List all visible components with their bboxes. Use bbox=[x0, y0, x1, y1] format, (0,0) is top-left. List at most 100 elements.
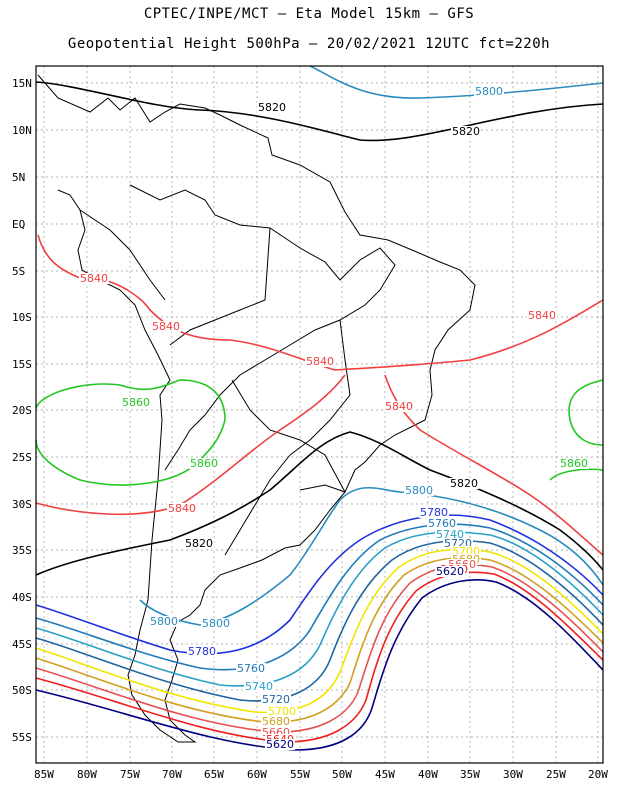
contour-label-5800: 5800 bbox=[475, 85, 503, 98]
contour-label-bg bbox=[404, 485, 434, 496]
contour-label-bg bbox=[427, 518, 457, 529]
contour-label-bg bbox=[236, 663, 266, 674]
contour-label-5840: 5840 bbox=[80, 272, 108, 285]
coastline bbox=[37, 74, 476, 743]
title-line-2: Geopotential Height 500hPa – 20/02/2021 … bbox=[67, 36, 551, 52]
contour-label-bg bbox=[435, 529, 465, 540]
contour-label-bg bbox=[305, 356, 335, 367]
contour-label-bg bbox=[189, 458, 219, 469]
contour-label-5760: 5760 bbox=[237, 662, 265, 675]
contour-5780 bbox=[35, 514, 604, 655]
contour-label-5760: 5760 bbox=[428, 517, 456, 530]
contour-label-bg bbox=[265, 739, 295, 750]
contour-label-5800: 5800 bbox=[202, 617, 230, 630]
contour-label-bg bbox=[184, 538, 214, 549]
lat-label: 5S bbox=[12, 265, 25, 278]
lon-label: 80W bbox=[77, 768, 97, 781]
contour-5640 bbox=[35, 571, 604, 743]
lat-label: 30S bbox=[12, 498, 32, 511]
contour-5760 bbox=[35, 523, 604, 671]
contour-label-5740: 5740 bbox=[436, 528, 464, 541]
longitude-labels: 85W 80W 75W 70W 65W 60W 55W 50W 45W 40W 35W 30W 25W 2… bbox=[34, 768, 608, 781]
contour-labels: 5820 5820 5800 5840 5840 5840 5840 5840 5840 5860… bbox=[79, 85, 589, 751]
lon-label: 65W bbox=[204, 768, 224, 781]
lon-label: 40W bbox=[418, 768, 438, 781]
contour-label-5860: 5860 bbox=[560, 457, 588, 470]
contour-label-bg bbox=[384, 401, 414, 412]
lon-label: 50W bbox=[332, 768, 352, 781]
contour-label-5820: 5820 bbox=[185, 537, 213, 550]
contour-label-5620: 5620 bbox=[436, 565, 464, 578]
lat-label: 45S bbox=[12, 638, 32, 651]
contour-label-bg bbox=[201, 618, 231, 629]
contour-label-bg bbox=[149, 616, 179, 627]
lat-label: 50S bbox=[12, 684, 32, 697]
contour-label-5680: 5680 bbox=[262, 715, 290, 728]
title-line-1: CPTEC/INPE/MCT – Eta Model 15km – GFS bbox=[143, 6, 475, 22]
contour-label-bg bbox=[449, 478, 479, 489]
contour-label-bg bbox=[559, 458, 589, 469]
contour-label-5800: 5800 bbox=[405, 484, 433, 497]
lon-label: 75W bbox=[120, 768, 140, 781]
contour-5820 bbox=[35, 81, 604, 142]
contour-5620 bbox=[35, 579, 604, 751]
contour-label-bg bbox=[443, 538, 473, 549]
lon-label: 60W bbox=[247, 768, 267, 781]
contour-5840 bbox=[37, 234, 604, 371]
lat-label: 15N bbox=[12, 77, 32, 90]
contour-label-bg bbox=[121, 397, 151, 408]
contour-5740 bbox=[35, 531, 604, 687]
contour-label-5860: 5860 bbox=[122, 396, 150, 409]
contour-label-5840: 5840 bbox=[168, 502, 196, 515]
contour-label-5820: 5820 bbox=[258, 101, 286, 114]
contour-5860 bbox=[549, 379, 604, 481]
contour-label-5820: 5820 bbox=[450, 477, 478, 490]
contour-label-5720: 5720 bbox=[262, 693, 290, 706]
contour-5800 bbox=[309, 65, 604, 99]
contour-label-5840: 5840 bbox=[385, 400, 413, 413]
contour-label-5700: 5700 bbox=[268, 705, 296, 718]
contour-label-bg bbox=[267, 706, 297, 717]
contour-label-bg bbox=[527, 310, 557, 321]
lat-label: EQ bbox=[12, 218, 25, 231]
lat-label: 10S bbox=[12, 311, 32, 324]
lon-label: 30W bbox=[503, 768, 523, 781]
contour-label-bg bbox=[151, 321, 181, 332]
contour-5660 bbox=[35, 563, 604, 733]
contour-label-bg bbox=[451, 126, 481, 137]
contour-label-bg bbox=[257, 102, 287, 113]
grid-lines bbox=[36, 66, 603, 763]
lon-label: 85W bbox=[34, 768, 54, 781]
contour-label-5840: 5840 bbox=[152, 320, 180, 333]
contour-label-5780: 5780 bbox=[188, 645, 216, 658]
contour-label-5840: 5840 bbox=[306, 355, 334, 368]
lat-label: 10N bbox=[12, 124, 32, 137]
contour-5680 bbox=[35, 556, 604, 723]
lat-label: 55S bbox=[12, 731, 32, 744]
contour-5820 bbox=[35, 431, 604, 576]
lon-label: 25W bbox=[546, 768, 566, 781]
contour-5840 bbox=[35, 374, 604, 556]
contour-label-bg bbox=[167, 503, 197, 514]
lat-label: 15S bbox=[12, 358, 32, 371]
contour-5720 bbox=[35, 539, 604, 702]
lon-label: 20W bbox=[588, 768, 608, 781]
lat-label: 5N bbox=[12, 171, 25, 184]
contour-label-bg bbox=[419, 507, 449, 518]
latitude-labels: 15N 10N 5N EQ 5S 10S 15S 20S 25S 30S 35S 40S 45S 50S 5… bbox=[12, 77, 32, 744]
contour-5860 bbox=[35, 379, 226, 486]
contour-label-5780: 5780 bbox=[420, 506, 448, 519]
contour-label-bg bbox=[261, 727, 291, 738]
contour-label-5740: 5740 bbox=[245, 680, 273, 693]
contour-label-bg bbox=[244, 681, 274, 692]
lat-label: 20S bbox=[12, 404, 32, 417]
lat-label: 40S bbox=[12, 591, 32, 604]
lat-label: 35S bbox=[12, 544, 32, 557]
contour-5700 bbox=[35, 548, 604, 714]
contour-label-bg bbox=[435, 566, 465, 577]
contour-label-5860: 5860 bbox=[190, 457, 218, 470]
contour-label-5800: 5800 bbox=[150, 615, 178, 628]
lon-label: 55W bbox=[290, 768, 310, 781]
contour-label-bg bbox=[451, 546, 481, 557]
lon-label: 70W bbox=[162, 768, 182, 781]
